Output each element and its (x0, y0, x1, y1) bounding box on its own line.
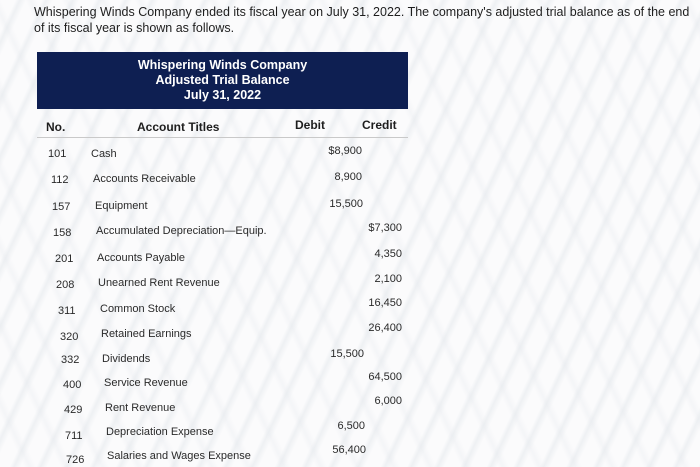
account-title: Unearned Rent Revenue (98, 277, 220, 289)
account-title: Cash (91, 148, 117, 160)
column-header-debit: Debit (295, 118, 325, 132)
debit-amount: 6,500 (337, 420, 365, 432)
header-divider (37, 137, 408, 138)
account-number: 158 (53, 227, 72, 239)
account-number: 400 (63, 379, 82, 391)
column-header-account-titles: Account Titles (137, 120, 220, 134)
credit-amount: 26,400 (368, 322, 402, 334)
account-number: 332 (61, 354, 80, 366)
debit-amount: 8,900 (334, 171, 362, 183)
problem-intro-text: Whispering Winds Company ended its fisca… (34, 5, 690, 35)
account-title: Salaries and Wages Expense (107, 450, 251, 462)
account-title: Common Stock (100, 303, 176, 315)
account-title: Dividends (102, 353, 151, 365)
account-number: 311 (58, 305, 76, 317)
column-header-no: No. (46, 120, 66, 134)
debit-amount: 15,500 (330, 348, 364, 360)
column-header-credit: Credit (362, 118, 397, 132)
credit-amount: 4,350 (374, 248, 402, 260)
debit-amount: 15,500 (329, 198, 363, 210)
account-number: 112 (51, 174, 69, 186)
account-number: 101 (48, 148, 67, 160)
account-title: Rent Revenue (105, 402, 176, 414)
account-title: Accumulated Depreciation—Equip. (96, 225, 267, 237)
statement-date: July 31, 2022 (183, 88, 262, 102)
account-title: Accounts Receivable (93, 173, 196, 185)
account-number: 726 (66, 454, 85, 466)
account-number: 711 (65, 430, 83, 442)
account-title: Retained Earnings (101, 328, 192, 340)
account-number: 157 (52, 201, 71, 213)
account-title: Service Revenue (104, 377, 188, 389)
account-number: 208 (56, 279, 75, 291)
credit-amount: 2,100 (374, 273, 402, 285)
trial-balance-header: Whispering Winds Company Adjusted Trial … (37, 52, 408, 109)
account-title: Depreciation Expense (106, 426, 214, 438)
account-number: 201 (55, 253, 74, 265)
credit-amount: 16,450 (368, 297, 402, 309)
credit-amount: 6,000 (374, 395, 402, 407)
debit-amount: 56,400 (332, 444, 366, 456)
credit-amount: $7,300 (368, 222, 402, 234)
account-number: 320 (60, 331, 79, 343)
account-title: Accounts Payable (97, 252, 186, 264)
account-title: Equipment (95, 200, 148, 212)
credit-amount: 64,500 (368, 371, 402, 383)
statement-title: Adjusted Trial Balance (155, 73, 290, 87)
company-name: Whispering Winds Company (137, 58, 308, 72)
account-number: 429 (64, 404, 83, 416)
debit-amount: $8,900 (328, 145, 362, 157)
